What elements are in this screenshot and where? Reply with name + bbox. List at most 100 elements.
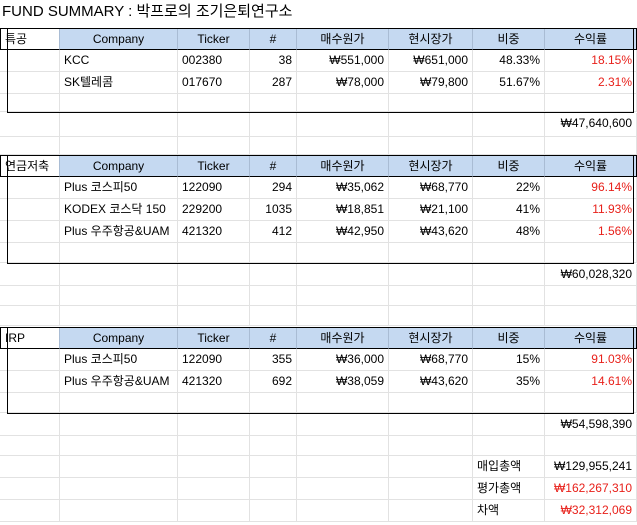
cell-return[interactable]: 91.03% xyxy=(545,349,637,371)
col-header-price[interactable]: 현시장가 xyxy=(389,155,473,177)
cell-cost[interactable]: ₩551,000 xyxy=(297,50,389,72)
cell-empty[interactable] xyxy=(0,414,60,436)
cell-empty[interactable] xyxy=(389,306,473,326)
cell-empty[interactable] xyxy=(297,436,389,456)
cell-empty[interactable] xyxy=(389,113,473,137)
cell-empty[interactable] xyxy=(545,94,637,112)
cell-empty[interactable] xyxy=(250,286,297,306)
cell-empty[interactable] xyxy=(297,243,389,263)
cell-ticker[interactable]: 421320 xyxy=(178,221,250,243)
cell-empty[interactable] xyxy=(60,500,178,522)
col-header-cost[interactable]: 매수원가 xyxy=(297,327,389,349)
summary-label[interactable]: 차액 xyxy=(473,500,545,522)
cell-ticker[interactable]: 002380 xyxy=(178,50,250,72)
section-label[interactable]: IRP xyxy=(0,327,60,349)
cell-weight[interactable]: 48.33% xyxy=(473,50,545,72)
cell-empty[interactable] xyxy=(178,286,250,306)
cell-empty[interactable] xyxy=(473,306,545,326)
cell-empty[interactable] xyxy=(297,500,389,522)
cell-price[interactable]: ₩68,770 xyxy=(389,349,473,371)
section-label[interactable]: 특공 xyxy=(0,28,60,50)
cell-qty[interactable]: 1035 xyxy=(250,199,297,221)
cell-company[interactable]: Plus 코스피50 xyxy=(60,177,178,199)
cell-cost[interactable]: ₩38,059 xyxy=(297,371,389,393)
cell-weight[interactable]: 22% xyxy=(473,177,545,199)
cell-empty[interactable] xyxy=(60,113,178,137)
cell-empty[interactable] xyxy=(389,478,473,500)
col-header-ticker[interactable]: Ticker xyxy=(178,327,250,349)
cell-empty[interactable] xyxy=(178,436,250,456)
cell-empty[interactable] xyxy=(60,393,178,413)
cell-empty[interactable] xyxy=(389,500,473,522)
col-header-ticker[interactable]: Ticker xyxy=(178,28,250,50)
summary-label[interactable]: 매입총액 xyxy=(473,456,545,478)
summary-label[interactable]: 평가총액 xyxy=(473,478,545,500)
cell-empty[interactable] xyxy=(250,306,297,326)
cell-empty[interactable] xyxy=(0,221,60,243)
cell-empty[interactable] xyxy=(297,456,389,478)
cell-empty[interactable] xyxy=(297,306,389,326)
cell-empty[interactable] xyxy=(0,349,60,371)
cell-empty[interactable] xyxy=(389,456,473,478)
cell-empty[interactable] xyxy=(297,393,389,413)
cell-empty[interactable] xyxy=(297,137,389,155)
cell-return[interactable]: 11.93% xyxy=(545,199,637,221)
cell-empty[interactable] xyxy=(250,113,297,137)
cell-qty[interactable]: 355 xyxy=(250,349,297,371)
cell-empty[interactable] xyxy=(178,264,250,286)
cell-company[interactable]: KCC xyxy=(60,50,178,72)
cell-ticker[interactable]: 122090 xyxy=(178,349,250,371)
col-header-weight[interactable]: 비중 xyxy=(473,28,545,50)
cell-empty[interactable] xyxy=(0,393,60,413)
cell-ticker[interactable]: 421320 xyxy=(178,371,250,393)
cell-empty[interactable] xyxy=(473,137,545,155)
cell-empty[interactable] xyxy=(389,94,473,112)
cell-empty[interactable] xyxy=(250,436,297,456)
summary-value[interactable]: ₩32,312,069 xyxy=(545,500,637,522)
col-header-company[interactable]: Company xyxy=(60,28,178,50)
cell-empty[interactable] xyxy=(545,306,637,326)
cell-empty[interactable] xyxy=(389,414,473,436)
cell-empty[interactable] xyxy=(297,264,389,286)
cell-ticker[interactable]: 229200 xyxy=(178,199,250,221)
cell-company[interactable]: Plus 코스피50 xyxy=(60,349,178,371)
cell-empty[interactable] xyxy=(545,286,637,306)
cell-empty[interactable] xyxy=(545,436,637,456)
cell-return[interactable]: 2.31% xyxy=(545,72,637,94)
cell-empty[interactable] xyxy=(473,243,545,263)
cell-empty[interactable] xyxy=(473,264,545,286)
cell-cost[interactable]: ₩42,950 xyxy=(297,221,389,243)
col-header-price[interactable]: 현시장가 xyxy=(389,28,473,50)
cell-empty[interactable] xyxy=(0,72,60,94)
cell-return[interactable]: 14.61% xyxy=(545,371,637,393)
cell-empty[interactable] xyxy=(473,436,545,456)
cell-empty[interactable] xyxy=(178,243,250,263)
cell-empty[interactable] xyxy=(60,456,178,478)
col-header-weight[interactable]: 비중 xyxy=(473,155,545,177)
col-header-cost[interactable]: 매수원가 xyxy=(297,155,389,177)
section-total[interactable]: ₩47,640,600 xyxy=(545,113,637,137)
cell-empty[interactable] xyxy=(545,137,637,155)
cell-empty[interactable] xyxy=(60,137,178,155)
cell-empty[interactable] xyxy=(60,264,178,286)
cell-empty[interactable] xyxy=(0,113,60,137)
cell-company[interactable]: Plus 우주항공&UAM xyxy=(60,371,178,393)
cell-empty[interactable] xyxy=(178,94,250,112)
cell-empty[interactable] xyxy=(250,456,297,478)
cell-empty[interactable] xyxy=(178,478,250,500)
cell-empty[interactable] xyxy=(389,286,473,306)
col-header-return[interactable]: 수익률 xyxy=(545,28,637,50)
cell-empty[interactable] xyxy=(473,393,545,413)
cell-empty[interactable] xyxy=(473,286,545,306)
cell-weight[interactable]: 41% xyxy=(473,199,545,221)
cell-cost[interactable]: ₩18,851 xyxy=(297,199,389,221)
col-header-ticker[interactable]: Ticker xyxy=(178,155,250,177)
cell-company[interactable]: Plus 우주항공&UAM xyxy=(60,221,178,243)
cell-empty[interactable] xyxy=(60,306,178,326)
section-total[interactable]: ₩54,598,390 xyxy=(545,414,637,436)
section-total[interactable]: ₩60,028,320 xyxy=(545,264,637,286)
cell-price[interactable]: ₩651,000 xyxy=(389,50,473,72)
cell-empty[interactable] xyxy=(389,393,473,413)
cell-qty[interactable]: 38 xyxy=(250,50,297,72)
cell-empty[interactable] xyxy=(0,436,60,456)
